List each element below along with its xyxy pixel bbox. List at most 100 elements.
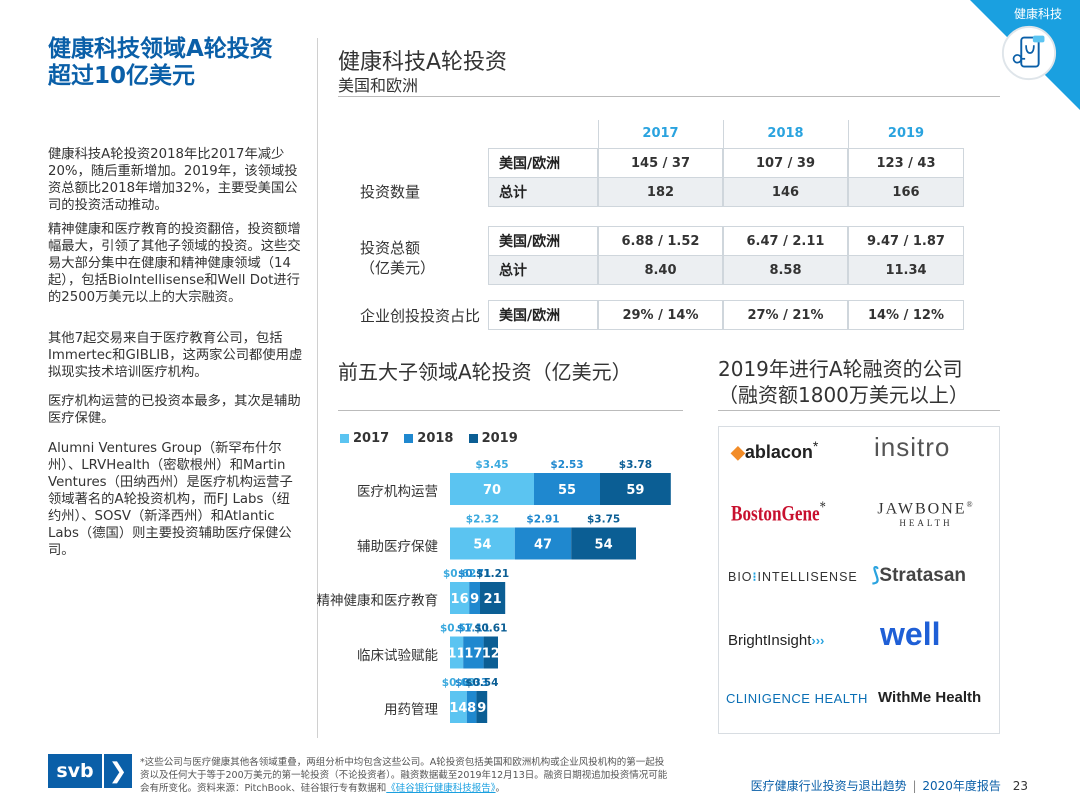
legend-swatch-2018: [404, 434, 414, 443]
row-header: 美国/欧洲: [488, 148, 598, 178]
report-sep: |: [912, 779, 917, 793]
table-cell: 166: [848, 177, 964, 207]
stratasan-s-icon: ⟆: [872, 565, 880, 586]
paragraph-2: 精神健康和医疗教育的投资翻倍，投资额增幅最大，引领了其他子领域的投资。这些交易大…: [48, 222, 301, 305]
bar-amount-label: $0.33: [455, 677, 488, 689]
table-cell: 182: [598, 177, 723, 207]
bar-value-label: 9: [477, 701, 486, 716]
year-sep: [848, 120, 849, 148]
table-cell: 9.47 / 1.87: [848, 226, 964, 256]
category-label: 精神健康和医疗教育: [316, 593, 439, 609]
report-footer: 医疗健康行业投资与退出趋势 | 2020年度报告 23: [751, 777, 1028, 794]
table-cell: 145 / 37: [598, 148, 723, 178]
bar-segment-2018: [514, 527, 572, 560]
health-device-icon: [1001, 25, 1057, 81]
bar-amount-label: $3.45: [475, 459, 508, 471]
bar-amount-label: $3.78: [619, 459, 652, 471]
bar-value-label: 70: [483, 483, 501, 498]
report-title: 医疗健康行业投资与退出趋势: [750, 779, 907, 793]
bar-segment-2019: [571, 527, 636, 560]
table-cell: 27% / 21%: [723, 300, 848, 330]
table-cell: 146: [723, 177, 848, 207]
main-title-line2: 超过10亿美元: [48, 63, 196, 89]
jawbone-text: JAWBONE: [877, 500, 967, 518]
bar-value-label: 9: [470, 592, 479, 607]
logo-clinigence: CLINIGENCE HEALTH: [726, 691, 868, 706]
logo-brightinsight: BrightInsight›››: [728, 632, 824, 649]
category-label: 临床试验赋能: [357, 647, 438, 664]
main-title-line1: 健康科技领域A轮投资: [48, 36, 273, 62]
bostongene-mark: *: [819, 499, 826, 516]
legend-label-2018: 2018: [417, 431, 454, 446]
bar-amount-label: $0.61: [474, 623, 507, 635]
bar-amount-label: $2.53: [550, 459, 583, 471]
bar-value-label: 8: [467, 701, 476, 716]
bar-segment-2017: [450, 473, 534, 505]
bar-amount-label: $2.91: [526, 514, 559, 526]
bar-amount-label: $0.54: [465, 677, 498, 689]
svb-chevron-icon: ❯: [104, 754, 132, 788]
stratasan-text: Stratasan: [879, 565, 967, 586]
page-number: 23: [1012, 779, 1028, 793]
table-cell: 6.88 / 1.52: [598, 226, 723, 256]
brightinsight-text: BrightInsight: [728, 632, 812, 649]
paragraph-5: Alumni Ventures Group（新罕布什尔州）、LRVHealth（…: [48, 441, 293, 558]
svb-logo: svb ❯: [48, 754, 132, 788]
group-label-amount-line1: 投资总额: [360, 239, 421, 257]
companies-title-line1: 2019年进行A轮融资的公司: [718, 357, 963, 381]
legend-label-2019: 2019: [481, 431, 518, 446]
ablacon-text: ablacon: [744, 442, 813, 462]
bar-segment-2017: [450, 636, 464, 669]
companies-title-line2: （融资额1800万美元以上）: [718, 383, 969, 407]
logo-biointellisense: BIO⁝INTELLISENSE: [728, 569, 858, 584]
bar-segment-2018: [534, 473, 600, 505]
brightinsight-chevrons-icon: ›››: [811, 633, 825, 648]
bar-segment-2017: [450, 527, 515, 560]
logo-withme: WithMe Health: [878, 689, 982, 706]
companies-title-rule: [718, 410, 1000, 411]
jawbone-sub: HEALTH: [899, 518, 953, 529]
bar-amount-label: $0.57: [440, 623, 473, 635]
column-divider: [317, 38, 318, 738]
table-cell: 8.58: [723, 255, 848, 285]
legend-label-2017: 2017: [353, 431, 390, 446]
bar-amount-label: $0.68: [442, 677, 475, 689]
bar-amount-label: $1.11: [457, 623, 490, 635]
group-label-deal-count: 投资数量: [360, 183, 421, 201]
bar-segment-2018: [469, 582, 480, 614]
bar-segment-2018: [466, 691, 477, 723]
legend-swatch-2017: [340, 434, 349, 443]
logo-jawbone: JAWBONE® HEALTH: [876, 500, 976, 528]
category-label: 辅助医疗保健: [357, 538, 438, 555]
footnote-end: 。: [495, 783, 506, 794]
year-header-2019: 2019: [887, 126, 925, 141]
logo-well: well: [880, 616, 941, 652]
table-cell: 11.34: [848, 255, 964, 285]
bar-value-label: 55: [558, 483, 576, 498]
bar-amount-label: $0.71: [458, 568, 491, 580]
bar-chart-title-rule: [338, 410, 683, 411]
group-label-amount: 投资总额 （亿美元）: [360, 238, 435, 278]
biointellisense-dot-icon: ⁝: [752, 570, 758, 584]
bar-value-label: 54: [595, 538, 613, 553]
footnote: *这些公司与医疗健康其他各领域重叠，两组分析中均包含这些公司。A轮投资包括美国和…: [140, 756, 670, 795]
ablacon-mark: *: [812, 438, 819, 454]
chart-legend: 2017 2018 2019: [340, 428, 528, 447]
bar-value-label: 14: [449, 701, 467, 716]
table-cell: 6.47 / 2.11: [723, 226, 848, 256]
bar-chart-title: 前五大子领域A轮投资（亿美元）: [338, 360, 632, 384]
table-title: 健康科技A轮投资: [338, 50, 508, 75]
year-sep: [723, 120, 724, 148]
row-header: 总计: [488, 255, 598, 285]
logo-insitro: insitro: [874, 432, 951, 462]
table-cell: 14% / 12%: [848, 300, 964, 330]
bar-value-label: 21: [484, 592, 502, 607]
logo-grid: [718, 426, 1000, 734]
bar-value-label: 11: [448, 647, 466, 662]
row-header: 美国/欧洲: [488, 226, 598, 256]
year-sep: [598, 120, 599, 148]
paragraph-4: 医疗机构运营的已投资本最多，其次是辅助医疗保健。: [48, 394, 301, 426]
svb-logo-text: svb: [48, 754, 102, 788]
footnote-link[interactable]: 《硅谷银行健康科技报告》: [386, 783, 496, 794]
table-cell: 107 / 39: [723, 148, 848, 178]
